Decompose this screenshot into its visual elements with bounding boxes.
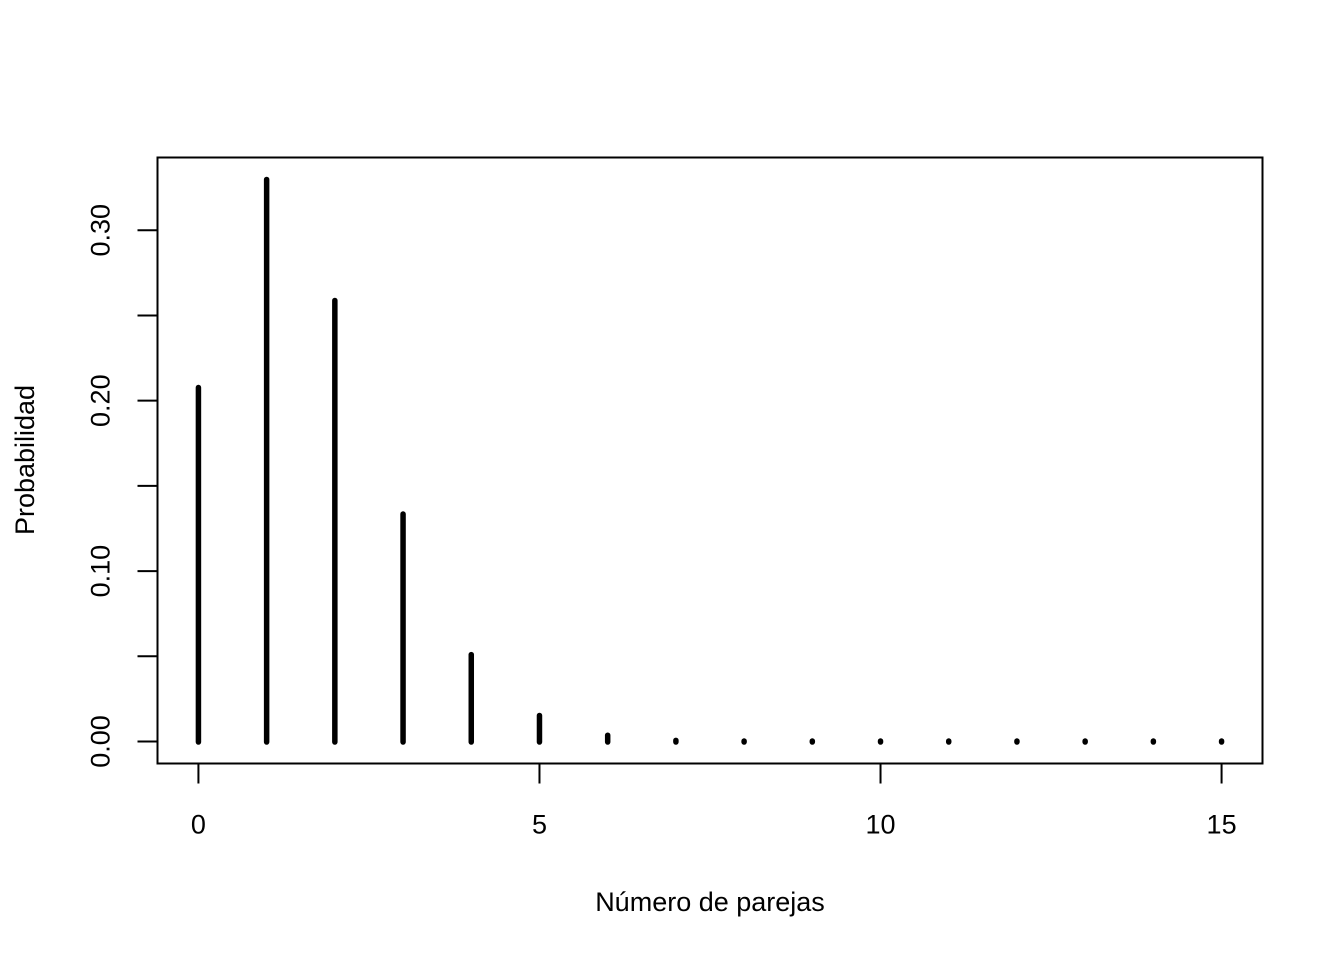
y-tick-label-0: 0.00 xyxy=(86,715,116,768)
x-tick-label-0: 0 xyxy=(191,810,206,840)
x-tick-label-5: 5 xyxy=(532,810,547,840)
y-axis: 0.00 0.10 0.20 0.30 xyxy=(86,204,159,768)
x-tick-label-15: 15 xyxy=(1207,810,1237,840)
x-axis: 0 5 10 15 xyxy=(191,762,1237,840)
y-tick-label-6: 0.30 xyxy=(86,204,116,257)
plot-frame xyxy=(156,156,1264,765)
x-tick-label-10: 10 xyxy=(866,810,896,840)
y-tick-label-4: 0.20 xyxy=(86,374,116,427)
y-tick-label-2: 0.10 xyxy=(86,545,116,598)
bars-group xyxy=(195,176,1225,745)
x-axis-title: Número de parejas xyxy=(595,887,825,917)
y-axis-title: Probabilidad xyxy=(10,385,40,535)
